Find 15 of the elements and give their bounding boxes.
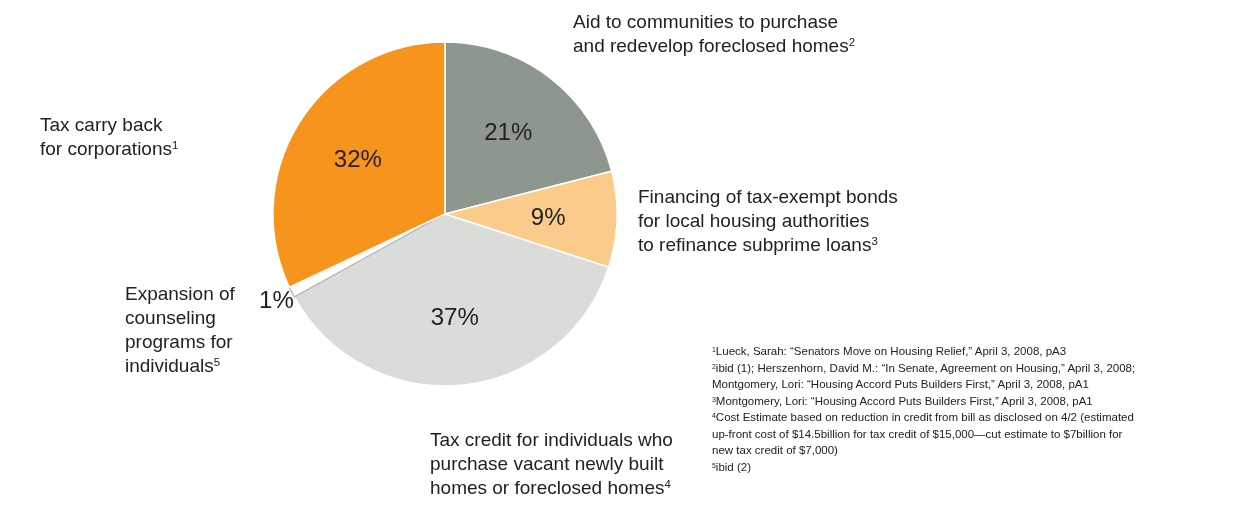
slice-label: Expansion of counseling programs for individuals$^{5}$ — [125, 283, 236, 376]
text: $^{3}$Montgomery, Lori: “Housing Accord Puts Builders First,” April 3, 2008, pA1 — [712, 394, 1093, 407]
slice-label: Financing of tax-exempt bonds for local housing authorities to refinance subprime loans$^{3}$ — [638, 186, 898, 255]
text: $^{2}$ibid (1); Herszenhorn, David M.: “In Senate, Agreement on Housing,” April 3, 2008; Montgomery, Lori: “Housing Accord Puts Builders First,” April 3, 2008, pA1 — [712, 361, 1136, 390]
text: $^{4}$Cost Estimate based on reduction in credit from bill as disclosed on 4/2 (estimated up-front cost of $14.5billion for tax credit of $15,000—cut estimate to $7billion for new tax credit of $7,000) — [712, 411, 1134, 456]
slice-label: Tax carry back for corporations$^{1}$ — [40, 114, 179, 159]
data-label: 1% — [259, 285, 294, 313]
data-label: 9% — [530, 203, 566, 231]
data-label: 32% — [333, 144, 382, 172]
slice-label: Tax credit for individuals who purchase vacant newly built homes or foreclosed homes$^{4}$ — [430, 429, 673, 498]
text: $^{5}$ibid (2) — [712, 460, 752, 473]
data-label: 37% — [430, 302, 479, 330]
text: $^{1}$Lueck, Sarah: “Senators Move on Housing Relief,” April 3, 2008, pA3 — [712, 345, 1067, 357]
slice-label: Aid to communities to purchase and redevelop foreclosed homes$^{2}$ — [573, 11, 856, 56]
data-label: 21% — [484, 118, 533, 146]
